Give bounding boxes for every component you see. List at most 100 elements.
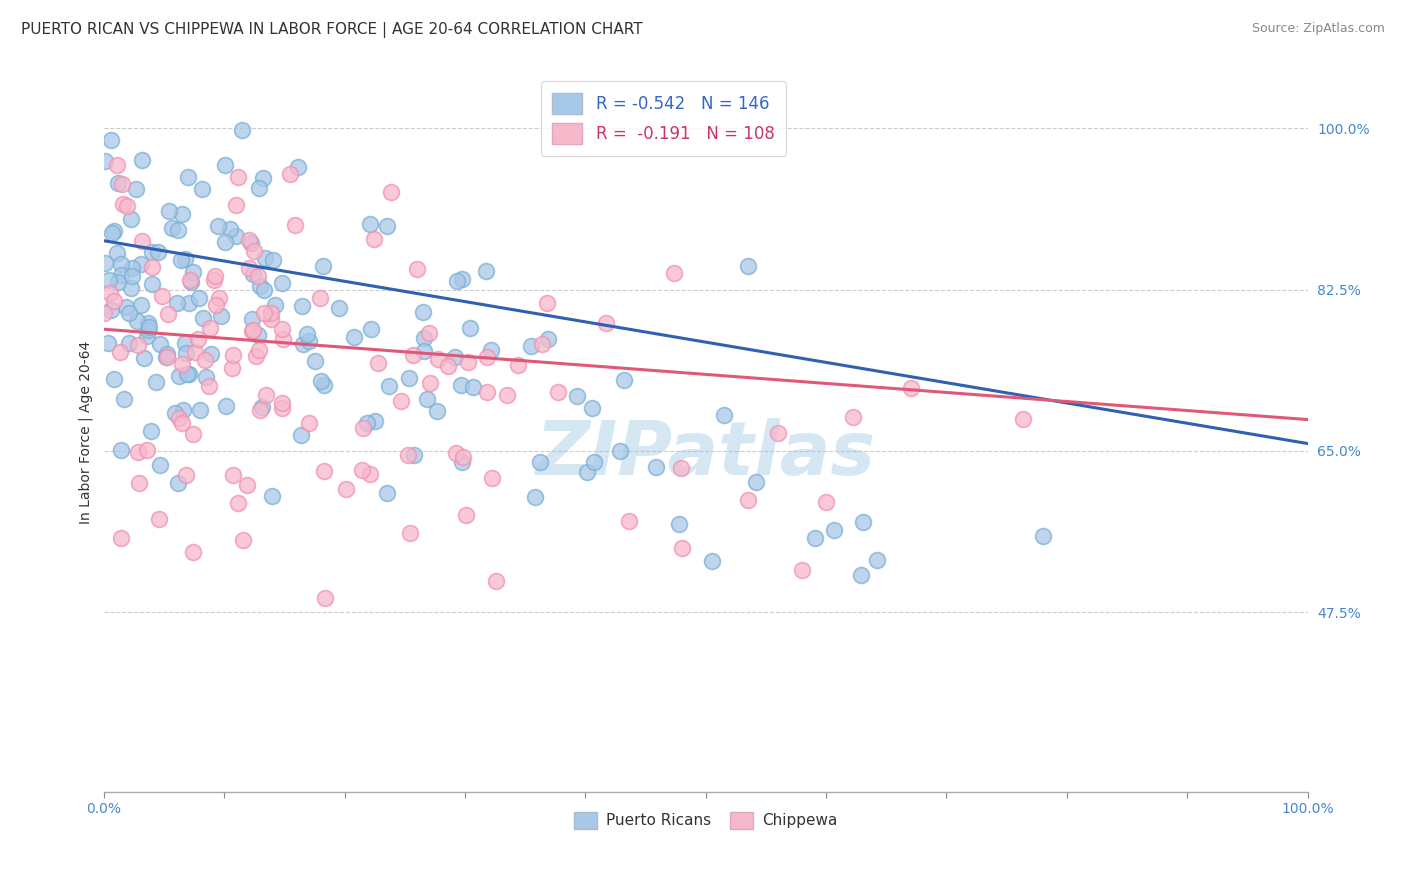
Point	[297, 417, 319, 431]
Point	[162, 221, 184, 235]
Point	[107, 176, 129, 190]
Point	[200, 347, 222, 361]
Point	[537, 332, 560, 346]
Point	[370, 39, 392, 54]
Point	[270, 321, 292, 335]
Point	[181, 426, 204, 441]
Point	[246, 327, 269, 342]
Point	[450, 455, 472, 469]
Point	[110, 344, 132, 359]
Point	[100, 132, 122, 146]
Point	[284, 218, 307, 232]
Point	[352, 421, 374, 435]
Point	[804, 531, 827, 545]
Point	[311, 374, 333, 388]
Point	[413, 331, 436, 345]
Point	[457, 355, 479, 369]
Point	[215, 399, 238, 413]
Point	[141, 277, 163, 291]
Point	[105, 246, 128, 260]
Point	[172, 206, 194, 220]
Point	[406, 261, 429, 276]
Point	[595, 316, 617, 330]
Point	[260, 312, 283, 326]
Point	[737, 259, 759, 273]
Point	[328, 301, 350, 315]
Point	[240, 235, 263, 250]
Point	[461, 380, 484, 394]
Point	[214, 158, 236, 172]
Point	[375, 485, 398, 500]
Point	[271, 401, 294, 415]
Point	[167, 222, 190, 236]
Point	[173, 335, 195, 350]
Point	[402, 448, 425, 462]
Point	[149, 337, 172, 351]
Point	[260, 306, 283, 320]
Point	[131, 235, 153, 249]
Point	[292, 336, 315, 351]
Point	[183, 345, 205, 359]
Point	[298, 334, 321, 348]
Point	[530, 337, 553, 351]
Point	[529, 455, 551, 469]
Point	[360, 322, 382, 336]
Point	[209, 309, 232, 323]
Point	[110, 442, 132, 457]
Point	[262, 253, 284, 268]
Point	[167, 411, 190, 425]
Point	[792, 563, 814, 577]
Point	[165, 406, 187, 420]
Point	[565, 388, 588, 402]
Point	[242, 323, 264, 337]
Point	[619, 514, 641, 528]
Point	[149, 458, 172, 473]
Point	[583, 455, 606, 469]
Point	[141, 260, 163, 275]
Point	[242, 244, 264, 259]
Point	[174, 346, 197, 360]
Point	[427, 351, 450, 366]
Point	[645, 460, 668, 475]
Point	[254, 388, 277, 402]
Point	[380, 186, 402, 200]
Point	[100, 303, 122, 318]
Point	[176, 367, 198, 381]
Point	[242, 268, 264, 282]
Point	[103, 372, 125, 386]
Point	[236, 477, 259, 491]
Point	[148, 244, 170, 259]
Point	[389, 393, 412, 408]
Point	[141, 245, 163, 260]
Point	[576, 465, 599, 479]
Point	[823, 523, 845, 537]
Point	[97, 336, 120, 351]
Point	[167, 476, 190, 491]
Point	[249, 278, 271, 293]
Point	[416, 392, 439, 406]
Point	[226, 170, 249, 185]
Point	[107, 275, 129, 289]
Point	[456, 508, 478, 522]
Point	[402, 348, 425, 362]
Point	[412, 343, 434, 358]
Point	[187, 332, 209, 346]
Point	[111, 177, 134, 191]
Point	[1032, 529, 1054, 543]
Text: PUERTO RICAN VS CHIPPEWA IN LABOR FORCE | AGE 20-64 CORRELATION CHART: PUERTO RICAN VS CHIPPEWA IN LABOR FORCE …	[21, 22, 643, 38]
Point	[613, 373, 636, 387]
Point	[398, 525, 420, 540]
Point	[536, 296, 558, 310]
Point	[155, 350, 177, 364]
Point	[128, 476, 150, 491]
Point	[350, 463, 373, 477]
Point	[225, 228, 247, 243]
Point	[842, 409, 865, 424]
Point	[737, 493, 759, 508]
Point	[547, 385, 569, 400]
Point	[745, 475, 768, 489]
Point	[849, 567, 872, 582]
Point	[156, 347, 179, 361]
Point	[136, 328, 159, 343]
Point	[120, 280, 142, 294]
